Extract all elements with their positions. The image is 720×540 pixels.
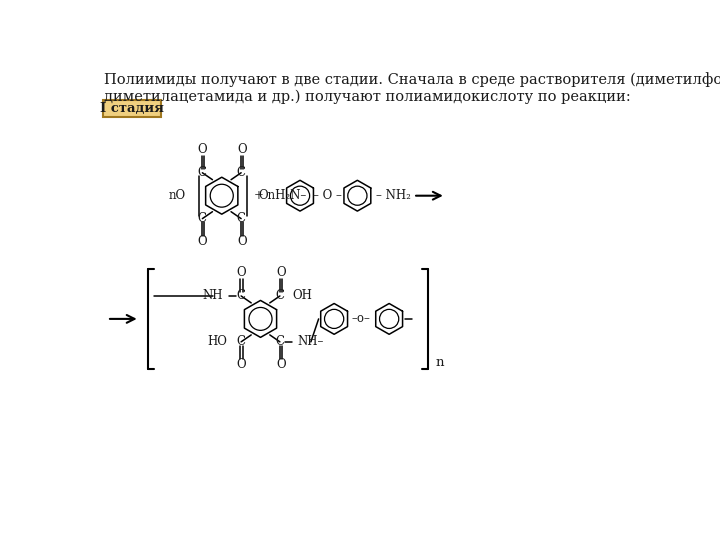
Text: NH: NH <box>202 289 222 302</box>
Text: C: C <box>237 335 246 348</box>
Text: O: O <box>276 266 287 279</box>
Text: O: O <box>238 235 248 248</box>
Text: O: O <box>236 359 246 372</box>
Text: Полиимиды получают в две стадии. Сначала в среде растворителя (диметилформамида,: Полиимиды получают в две стадии. Сначала… <box>104 72 720 104</box>
Text: nO: nO <box>168 189 185 202</box>
Text: HO: HO <box>207 335 228 348</box>
Text: n: n <box>436 356 444 369</box>
Text: – O –: – O – <box>313 189 343 202</box>
Text: O: O <box>197 143 207 156</box>
Text: C: C <box>198 212 207 225</box>
Text: – NH₂: – NH₂ <box>376 189 411 202</box>
Text: O: O <box>276 359 287 372</box>
Text: O: O <box>238 143 248 156</box>
Text: NH–: NH– <box>297 335 323 348</box>
Text: C: C <box>237 289 246 302</box>
Text: C: C <box>275 335 284 348</box>
Text: C: C <box>237 212 246 225</box>
Text: –o–: –o– <box>352 313 371 326</box>
Text: O: O <box>236 266 246 279</box>
Text: OH: OH <box>292 289 312 302</box>
Text: + nH₂N–: + nH₂N– <box>253 189 306 202</box>
Text: C: C <box>275 289 284 302</box>
Text: I стадия: I стадия <box>100 102 163 115</box>
Text: O: O <box>258 189 268 202</box>
FancyBboxPatch shape <box>103 100 161 117</box>
Text: O: O <box>197 235 207 248</box>
Text: C: C <box>237 166 246 179</box>
Text: C: C <box>198 166 207 179</box>
